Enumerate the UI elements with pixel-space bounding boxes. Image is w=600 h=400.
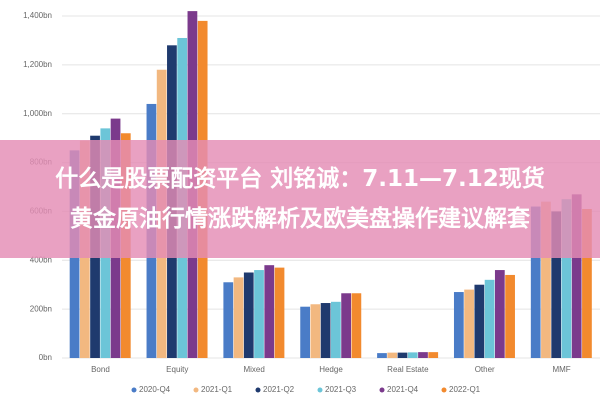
legend-label: 2021-Q4 [387,385,419,394]
bar [418,352,428,358]
bar [223,282,234,358]
bar [331,301,341,358]
bar [571,194,582,358]
bar [377,353,387,358]
y-tick-label: 1,000bn [23,109,52,118]
legend-label: 2020-Q4 [139,385,171,394]
bar [320,303,331,358]
legend-label: 2022-Q1 [449,385,481,394]
bar [397,352,408,358]
x-tick-label: Other [475,365,495,374]
bar [341,293,351,358]
y-tick-label: 400bn [30,255,52,264]
x-tick-label: Mixed [243,365,264,374]
y-tick-label: 200bn [30,304,52,313]
bar [274,267,285,358]
bar [233,277,244,358]
bar [351,293,362,358]
x-tick-label: Bond [91,365,110,374]
bar [530,206,541,358]
legend-marker [441,387,447,393]
legend-marker [379,387,385,393]
bar [300,306,311,358]
bar [254,270,264,358]
bar [582,208,592,358]
bar [387,352,398,358]
bar [407,352,418,358]
x-tick-label: Equity [166,365,188,374]
bar [505,274,515,358]
bar [541,201,551,358]
overlay-text: 什么是股票配资平台 刘铭诚：7.11—7.12现货黄金原油行情涨跌解析及欧美盘操… [55,166,545,232]
bar [484,279,495,358]
y-tick-label: 1,400bn [23,11,52,20]
legend-label: 2021-Q1 [201,385,233,394]
bar [474,284,485,358]
legend-label: 2021-Q3 [325,385,357,394]
overlay-banner: 什么是股票配资平台 刘铭诚：7.11—7.12现货黄金原油行情涨跌解析及欧美盘操… [0,140,600,258]
x-tick-label: Real Estate [387,365,429,374]
legend-marker [131,387,137,393]
bar [243,272,254,358]
bar [264,265,275,358]
x-tick-label: MMF [552,365,570,374]
x-tick-label: Hedge [319,365,343,374]
bar [310,304,321,358]
bar [494,270,505,358]
bar [561,199,572,358]
y-tick-label: 1,200bn [23,60,52,69]
bar [428,352,439,358]
legend-marker [317,387,323,393]
bar [464,289,474,358]
legend-marker [193,387,199,393]
y-tick-label: 0bn [39,353,52,362]
legend-label: 2021-Q2 [263,385,295,394]
bar [551,211,562,358]
bar [453,292,464,358]
legend-marker [255,387,261,393]
